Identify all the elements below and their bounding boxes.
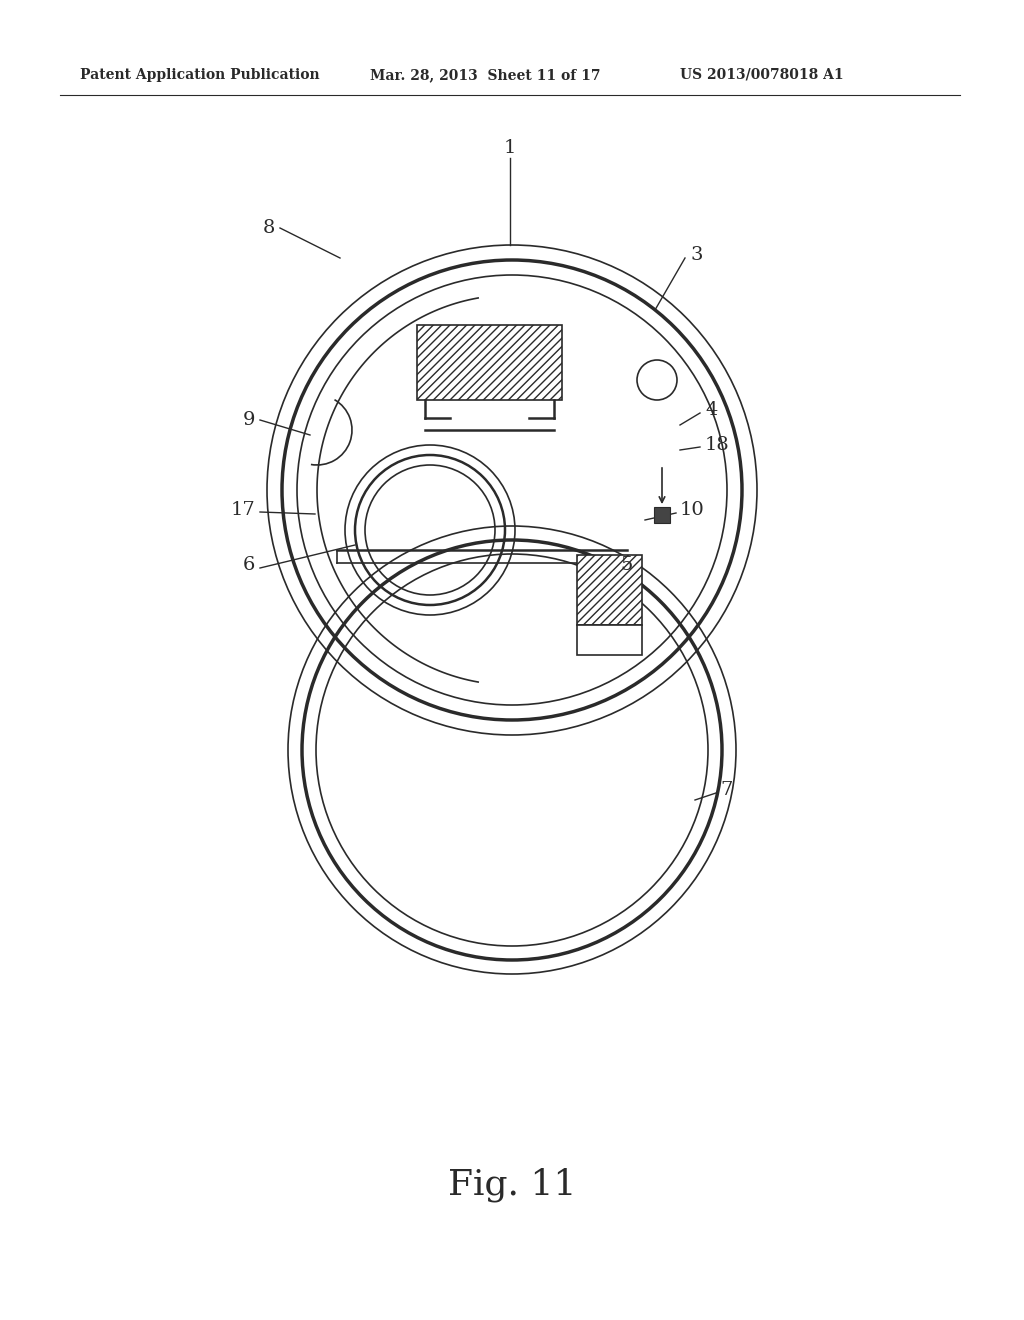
Bar (577, 624, 642, 655)
Text: US 2013/0078018 A1: US 2013/0078018 A1 (680, 69, 844, 82)
Text: 8: 8 (262, 219, 275, 238)
Text: 10: 10 (680, 502, 705, 519)
Text: 18: 18 (705, 436, 730, 454)
Text: 17: 17 (230, 502, 255, 519)
Text: Patent Application Publication: Patent Application Publication (80, 69, 319, 82)
Text: 9: 9 (243, 411, 255, 429)
Bar (417, 325, 562, 400)
Text: 7: 7 (720, 781, 732, 799)
Text: Fig. 11: Fig. 11 (447, 1168, 577, 1203)
Bar (577, 554, 642, 624)
Bar (654, 507, 670, 523)
Text: 5: 5 (620, 556, 633, 574)
Text: 1: 1 (504, 139, 516, 157)
Text: 6: 6 (243, 556, 255, 574)
Text: 3: 3 (690, 246, 702, 264)
Text: 4: 4 (705, 401, 718, 418)
Text: Mar. 28, 2013  Sheet 11 of 17: Mar. 28, 2013 Sheet 11 of 17 (370, 69, 600, 82)
